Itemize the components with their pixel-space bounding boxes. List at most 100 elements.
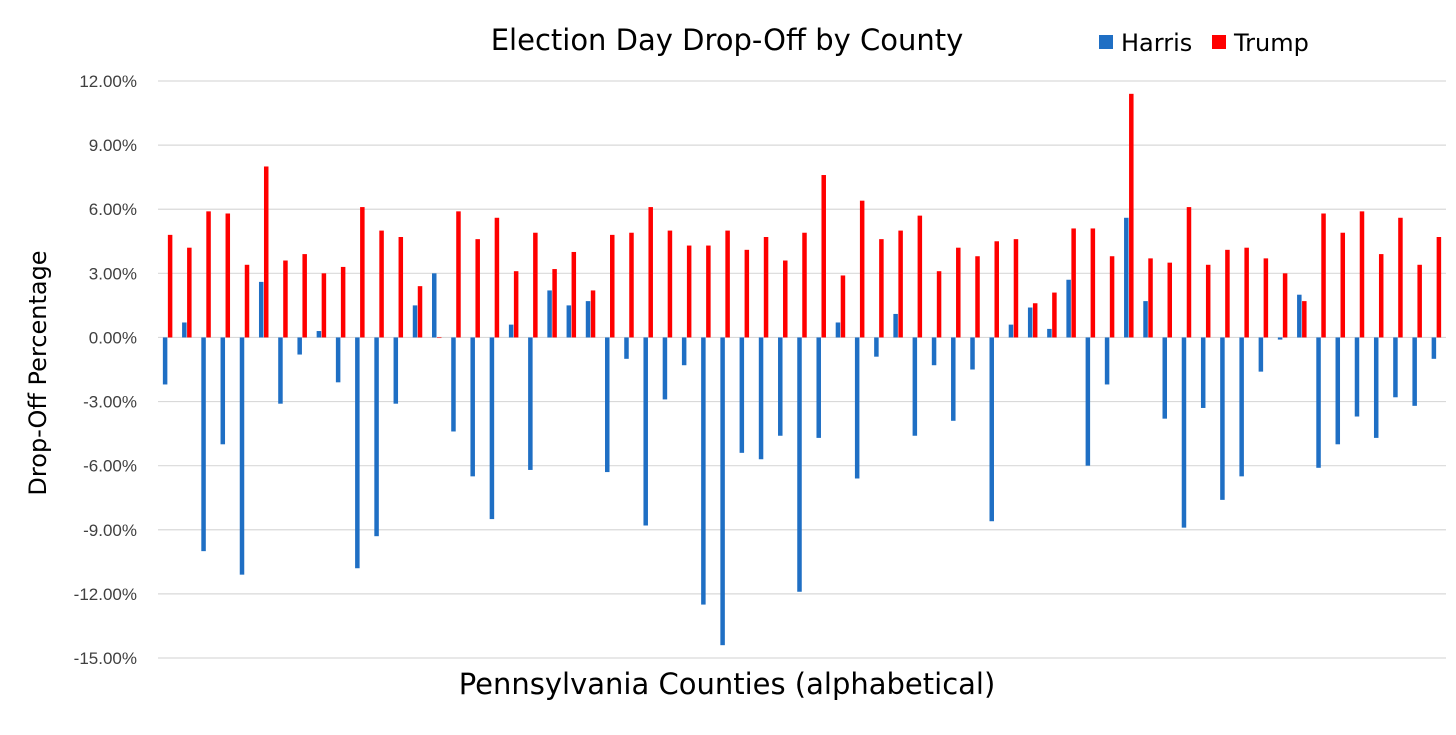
- bar-harris: [1258, 337, 1264, 372]
- bar-harris: [316, 331, 322, 338]
- chart-title: Election Day Drop-Off by County: [491, 23, 964, 57]
- bar-trump: [1167, 262, 1173, 338]
- gridlines: [158, 80, 1446, 659]
- bar-harris: [874, 337, 879, 357]
- bar-harris: [508, 324, 514, 338]
- bar-trump: [1302, 301, 1307, 338]
- bar-harris: [162, 337, 168, 385]
- bar-trump: [187, 247, 192, 338]
- bar-harris: [1373, 337, 1379, 438]
- legend: Harris Trump: [1099, 29, 1309, 57]
- bar-harris: [585, 301, 591, 338]
- bar-trump: [398, 237, 404, 338]
- y-tick-label: 12.00%: [79, 72, 137, 91]
- bar-harris: [1104, 337, 1110, 385]
- bar-harris: [412, 305, 418, 338]
- bar-trump: [1436, 237, 1442, 338]
- legend-label-harris: Harris: [1121, 29, 1192, 57]
- bar-trump: [1186, 207, 1192, 338]
- bar-trump: [1244, 247, 1249, 338]
- bar-harris: [374, 337, 379, 537]
- bar-trump: [302, 254, 307, 338]
- bar-trump: [1378, 254, 1384, 338]
- legend-label-trump: Trump: [1233, 29, 1309, 57]
- bar-trump: [936, 271, 942, 338]
- bar-harris: [1316, 337, 1321, 468]
- bar-harris: [1124, 217, 1129, 338]
- y-axis-ticks: 12.00% 9.00% 6.00% 3.00% 0.00% -3.00% -6.00% -9…: [74, 72, 137, 668]
- bar-harris: [989, 337, 994, 522]
- bar-trump: [783, 260, 788, 338]
- bar-trump: [263, 166, 269, 338]
- y-tick-label: 0.00%: [89, 328, 137, 347]
- bar-trump: [283, 260, 288, 338]
- bar-trump: [360, 207, 365, 338]
- bar-harris: [431, 273, 437, 338]
- bar-harris: [758, 337, 764, 460]
- bar-harris: [1008, 324, 1014, 338]
- y-tick-label: -6.00%: [83, 457, 137, 476]
- y-axis-title: Drop-Off Percentage: [24, 250, 52, 495]
- bar-harris: [470, 337, 475, 477]
- bar-harris: [528, 337, 533, 470]
- bar-trump: [1052, 292, 1057, 338]
- bar-harris: [1181, 337, 1187, 528]
- bar-harris: [931, 337, 937, 366]
- bar-harris: [720, 337, 725, 646]
- bar-trump: [648, 207, 653, 338]
- bar-trump: [571, 251, 577, 338]
- bar-trump: [859, 200, 865, 338]
- bar-trump: [879, 239, 884, 338]
- bar-harris: [1143, 301, 1148, 338]
- bar-harris: [681, 337, 687, 366]
- bar-harris: [566, 305, 572, 338]
- bar-harris: [220, 337, 226, 445]
- bars: [162, 93, 1442, 646]
- legend-swatch-harris: [1099, 35, 1113, 49]
- y-tick-label: 9.00%: [89, 136, 137, 155]
- bar-trump: [840, 275, 846, 338]
- bar-trump: [1263, 258, 1269, 338]
- bar-trump: [994, 241, 999, 338]
- bar-trump: [610, 234, 615, 338]
- bar-harris: [278, 337, 283, 404]
- bar-trump: [821, 175, 826, 338]
- bar-trump: [552, 269, 557, 338]
- bar-harris: [605, 337, 610, 473]
- bar-harris: [816, 337, 821, 438]
- bar-harris: [912, 337, 918, 436]
- y-tick-label: -9.00%: [83, 521, 137, 540]
- bar-trump: [167, 234, 173, 338]
- bar-trump: [1205, 264, 1211, 338]
- bar-harris: [835, 322, 841, 338]
- bar-harris: [1431, 337, 1437, 359]
- bar-harris: [182, 322, 187, 338]
- bar-trump: [475, 239, 480, 338]
- bar-harris: [893, 313, 898, 338]
- y-tick-label: 6.00%: [89, 200, 137, 219]
- bar-trump: [1129, 93, 1134, 338]
- bar-harris: [1354, 337, 1360, 417]
- bar-harris: [662, 337, 668, 400]
- bar-harris: [1162, 337, 1168, 419]
- bar-harris: [1393, 337, 1398, 398]
- x-axis-title: Pennsylvania Counties (alphabetical): [459, 667, 996, 701]
- bar-trump: [321, 273, 327, 338]
- bar-trump: [1071, 228, 1076, 338]
- bar-harris: [701, 337, 706, 605]
- y-tick-label: -3.00%: [83, 393, 137, 412]
- bar-trump: [667, 230, 673, 338]
- bar-harris: [739, 337, 745, 453]
- bar-harris: [1297, 294, 1302, 338]
- bar-trump: [898, 230, 903, 338]
- bar-harris: [1066, 279, 1071, 338]
- legend-swatch-trump: [1212, 35, 1226, 49]
- bar-trump: [1148, 258, 1153, 338]
- bar-harris: [1412, 337, 1417, 406]
- bar-trump: [340, 266, 346, 338]
- bar-trump: [1090, 228, 1096, 338]
- bar-trump: [244, 264, 250, 338]
- bar-harris: [297, 337, 302, 355]
